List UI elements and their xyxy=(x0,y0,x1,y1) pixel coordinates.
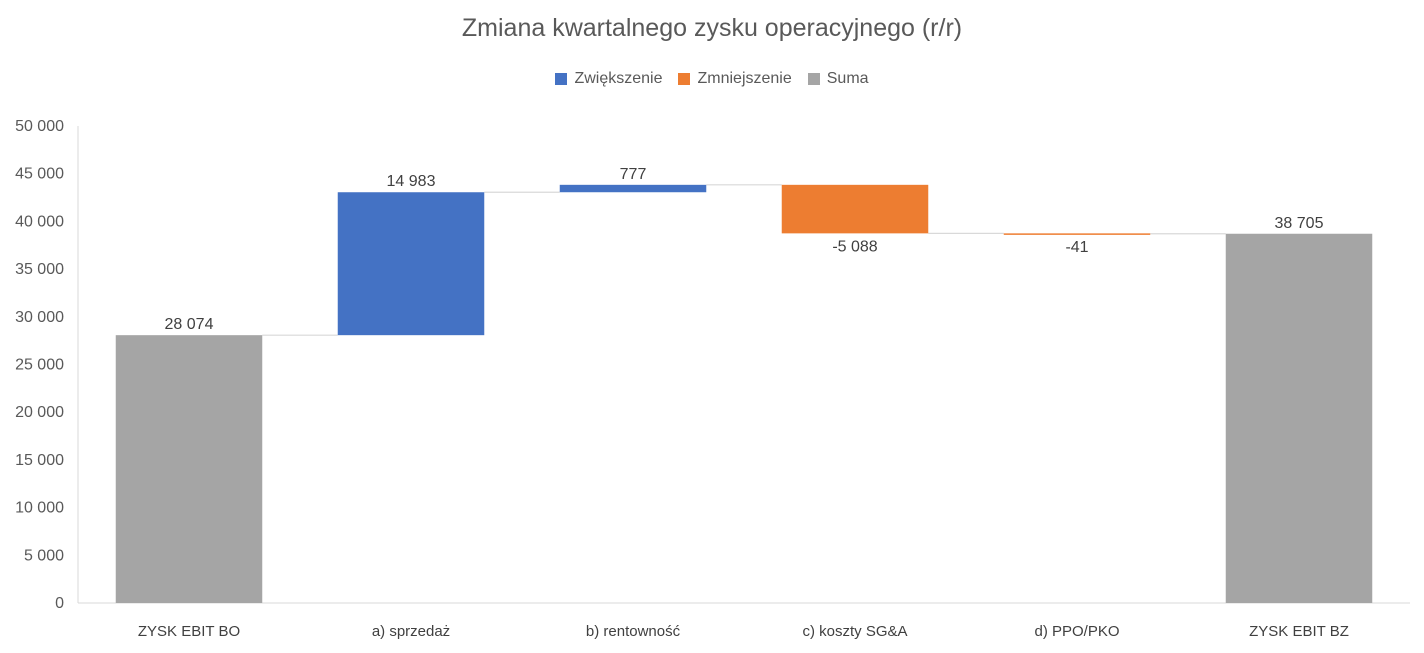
bar-increase xyxy=(559,184,707,193)
data-label: -5 088 xyxy=(832,238,877,255)
y-tick-label: 0 xyxy=(55,595,64,612)
legend-swatch-decrease xyxy=(678,73,691,85)
chart-title: Zmiana kwartalnego zysku operacyjnego (r… xyxy=(461,14,963,42)
y-tick-label: 30 000 xyxy=(15,309,64,326)
data-label: 14 983 xyxy=(387,173,436,190)
y-tick-label: 5 000 xyxy=(24,547,64,564)
bar-total xyxy=(1225,233,1373,603)
data-label: 38 705 xyxy=(1275,215,1324,232)
x-tick-label: a) sprzedaż xyxy=(372,623,450,640)
x-tick-label: c) koszty SG&A xyxy=(802,623,907,640)
y-tick-label: 40 000 xyxy=(15,213,64,230)
y-tick-label: 45 000 xyxy=(15,166,64,183)
legend-item-decrease: Zmniejszenie xyxy=(678,70,792,88)
legend-label-decrease: Zmniejszenie xyxy=(697,70,792,87)
legend-swatch-increase xyxy=(555,73,568,85)
x-tick-label: b) rentowność xyxy=(586,623,681,640)
legend-label-increase: Zwiększenie xyxy=(574,70,663,87)
x-tick-label: ZYSK EBIT BO xyxy=(138,623,240,640)
bar-decrease xyxy=(781,184,929,234)
legend-item-total: Suma xyxy=(807,70,869,88)
x-tick-label: d) PPO/PKO xyxy=(1034,623,1119,640)
y-tick-label: 25 000 xyxy=(15,357,64,374)
y-tick-label: 35 000 xyxy=(15,261,64,278)
legend-item-increase: Zwiększenie xyxy=(555,70,662,88)
x-tick-label: ZYSK EBIT BZ xyxy=(1249,623,1349,640)
y-tick-label: 20 000 xyxy=(15,404,64,421)
legend: Zwiększenie Zmniejszenie Suma xyxy=(0,70,1424,88)
bar-decrease xyxy=(1003,233,1151,235)
bar-increase xyxy=(337,192,485,336)
legend-label-total: Suma xyxy=(826,70,869,87)
data-label: 777 xyxy=(620,166,647,183)
data-label: 28 074 xyxy=(165,316,214,333)
y-tick-label: 10 000 xyxy=(15,500,64,517)
data-label: -41 xyxy=(1065,239,1088,256)
bar-total xyxy=(115,335,263,603)
legend-swatch-total xyxy=(807,73,820,85)
y-tick-label: 15 000 xyxy=(15,452,64,469)
y-tick-label: 50 000 xyxy=(15,118,64,135)
